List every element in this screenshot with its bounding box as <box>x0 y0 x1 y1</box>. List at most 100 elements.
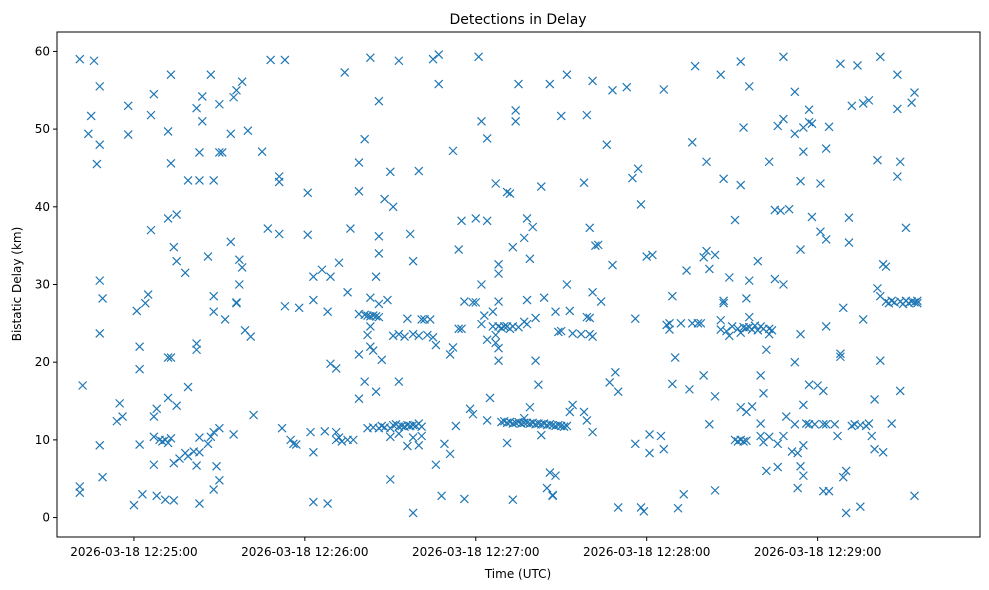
data-point <box>759 388 768 398</box>
data-point <box>320 426 330 436</box>
data-point <box>798 400 808 410</box>
data-point <box>796 329 805 339</box>
data-point <box>545 419 555 429</box>
data-point <box>459 494 469 504</box>
data-point <box>454 324 464 334</box>
data-point <box>556 326 566 336</box>
data-point <box>169 458 179 468</box>
data-point <box>892 70 902 80</box>
data-point <box>773 439 783 449</box>
data-point <box>294 303 304 313</box>
data-point <box>505 189 515 199</box>
data-point <box>665 318 674 328</box>
data-point <box>374 299 384 309</box>
data-point <box>722 326 731 336</box>
data-point <box>377 355 387 365</box>
data-point <box>519 413 529 423</box>
data-point <box>434 79 444 89</box>
data-point <box>787 447 797 456</box>
data-point <box>835 352 845 362</box>
data-point <box>408 256 418 266</box>
data-point <box>479 311 489 321</box>
data-point <box>163 127 173 136</box>
data-point <box>864 419 874 428</box>
data-point <box>585 313 595 323</box>
data-point <box>702 157 711 167</box>
data-point <box>753 325 763 335</box>
data-point <box>796 461 805 471</box>
data-point <box>402 441 412 451</box>
data-point <box>536 430 546 440</box>
data-point <box>841 508 851 518</box>
data-point <box>203 252 213 261</box>
data-point <box>744 81 754 91</box>
data-point <box>98 294 108 303</box>
data-point <box>146 225 156 235</box>
data-point <box>727 322 737 331</box>
data-point <box>371 311 381 321</box>
data-point <box>385 167 395 177</box>
data-point <box>562 421 572 431</box>
data-point <box>149 412 159 422</box>
data-point <box>303 188 313 198</box>
data-point <box>491 330 501 340</box>
chart-title: Detections in Delay <box>449 12 586 28</box>
data-point <box>801 419 811 428</box>
data-point <box>855 502 865 512</box>
data-point <box>422 330 432 340</box>
data-point <box>408 508 418 518</box>
data-point <box>716 70 726 80</box>
data-point <box>405 229 415 239</box>
data-point <box>790 419 800 429</box>
data-point <box>798 147 808 157</box>
data-point <box>511 106 521 115</box>
data-point <box>343 287 352 297</box>
data-point <box>135 440 145 449</box>
data-point <box>804 117 814 127</box>
data-point <box>183 451 193 461</box>
data-point <box>377 421 387 431</box>
data-point <box>858 315 868 324</box>
data-point <box>562 70 572 80</box>
data-point <box>183 175 193 185</box>
data-point <box>95 276 105 286</box>
data-point <box>613 387 623 397</box>
data-point <box>491 338 501 348</box>
data-point <box>608 85 617 95</box>
data-point <box>647 250 657 260</box>
data-point <box>317 265 327 275</box>
data-point <box>793 483 803 493</box>
y-tick-label: 60 <box>35 44 50 58</box>
data-point <box>414 440 424 450</box>
data-point <box>494 343 503 353</box>
y-tick-label: 50 <box>35 122 50 136</box>
data-point <box>331 363 341 373</box>
data-point <box>531 313 541 323</box>
data-point <box>912 296 922 306</box>
data-point <box>92 159 102 169</box>
x-tick-label: 2026-03-18 12:28:00 <box>583 545 710 559</box>
data-point <box>582 416 592 425</box>
data-point <box>824 122 834 132</box>
data-point <box>645 448 654 458</box>
data-point <box>511 116 521 126</box>
data-point <box>203 439 213 449</box>
data-point <box>192 345 202 355</box>
data-point <box>747 402 757 411</box>
data-point <box>764 432 774 442</box>
data-point <box>676 318 686 328</box>
data-point <box>622 82 632 92</box>
data-point <box>562 280 572 289</box>
data-point <box>334 433 344 442</box>
data-point <box>556 111 566 121</box>
data-point <box>434 50 444 59</box>
data-point <box>494 297 503 307</box>
data-point <box>636 503 646 512</box>
data-point <box>388 331 398 341</box>
data-point <box>582 110 592 120</box>
data-point <box>756 419 766 428</box>
data-point <box>693 318 703 328</box>
data-point <box>548 491 558 501</box>
data-point <box>739 437 748 446</box>
